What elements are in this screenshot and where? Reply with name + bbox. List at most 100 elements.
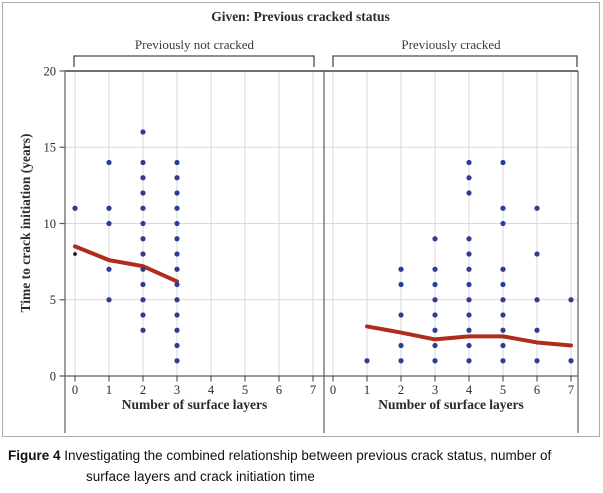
figure-caption: Figure 4 Investigating the combined rela… xyxy=(8,445,596,487)
data-point xyxy=(398,342,404,349)
data-point xyxy=(174,281,180,288)
y-tick-label: 20 xyxy=(44,64,57,78)
caption-figure-number: Figure 4 xyxy=(8,448,61,463)
data-point xyxy=(140,327,146,333)
data-point xyxy=(432,358,438,364)
data-point xyxy=(106,297,112,303)
data-point xyxy=(174,220,180,227)
data-point xyxy=(466,281,472,288)
data-point xyxy=(534,251,540,257)
data-point xyxy=(174,175,180,181)
data-point xyxy=(432,236,438,242)
y-tick-label: 15 xyxy=(44,141,57,155)
data-point xyxy=(174,342,180,349)
data-point xyxy=(432,312,438,318)
data-point xyxy=(466,190,472,196)
data-point xyxy=(500,358,506,364)
data-point xyxy=(398,312,404,318)
data-point xyxy=(398,266,404,272)
data-point xyxy=(500,342,506,349)
data-point xyxy=(432,281,438,288)
x-tick-label: 0 xyxy=(330,383,336,397)
x-tick-label: 6 xyxy=(276,383,282,397)
data-point xyxy=(140,220,146,227)
data-point xyxy=(500,312,506,318)
x-tick-label: 4 xyxy=(208,383,215,397)
data-point xyxy=(174,297,180,303)
x-tick-label: 7 xyxy=(310,383,316,397)
data-point xyxy=(534,297,540,303)
data-point xyxy=(140,266,146,272)
outlier-point xyxy=(73,252,77,256)
data-point xyxy=(72,205,78,211)
data-point xyxy=(466,297,472,303)
data-point xyxy=(106,159,112,166)
data-point xyxy=(534,205,540,211)
data-point xyxy=(174,266,180,272)
x-tick-label: 0 xyxy=(72,383,78,397)
data-point xyxy=(140,281,146,288)
data-point xyxy=(140,236,146,242)
data-point xyxy=(466,312,472,318)
data-point xyxy=(140,312,146,318)
data-point xyxy=(174,312,180,318)
data-point xyxy=(466,175,472,181)
data-point xyxy=(432,327,438,333)
data-point xyxy=(140,205,146,211)
x-tick-label: 3 xyxy=(174,383,180,397)
loess-line xyxy=(365,324,573,348)
y-tick-label: 0 xyxy=(50,369,56,383)
loess-line xyxy=(73,244,179,284)
strip-bracket-right xyxy=(332,55,578,67)
x-tick-label: 6 xyxy=(534,383,540,397)
x-tick-label: 3 xyxy=(432,383,438,397)
data-point xyxy=(106,266,112,272)
data-point xyxy=(174,159,180,166)
data-point xyxy=(466,236,472,242)
x-tick-label: 2 xyxy=(140,383,146,397)
data-point xyxy=(466,358,472,364)
data-point xyxy=(500,159,506,166)
data-point xyxy=(534,327,540,333)
data-point xyxy=(466,251,472,257)
y-tick-label: 10 xyxy=(44,217,57,231)
data-point xyxy=(106,205,112,211)
x-axis-title-left-panel: Number of surface layers xyxy=(121,397,268,412)
outer-border xyxy=(2,2,600,437)
x-tick-label: 5 xyxy=(500,383,506,397)
strip-bracket-left xyxy=(73,55,315,67)
y-axis-title: Time to crack initiation (years) xyxy=(18,133,33,313)
data-point xyxy=(364,358,370,364)
x-tick-label: 7 xyxy=(568,383,574,397)
data-point xyxy=(500,266,506,272)
y-tick-label: 5 xyxy=(50,293,56,307)
data-point xyxy=(398,281,404,288)
caption-text-1: Investigating the combined relationship … xyxy=(64,448,552,463)
data-point xyxy=(500,205,506,211)
data-point xyxy=(140,297,146,303)
data-point xyxy=(140,190,146,196)
data-point xyxy=(534,358,540,364)
data-point xyxy=(140,159,146,166)
data-point xyxy=(432,342,438,349)
chart-title: Given: Previous cracked status xyxy=(211,9,390,24)
data-point xyxy=(140,251,146,257)
data-point xyxy=(500,327,506,333)
data-point xyxy=(432,297,438,303)
x-tick-label: 1 xyxy=(364,383,370,397)
data-point xyxy=(568,297,574,303)
caption-line-2: surface layers and crack initiation time xyxy=(86,469,315,484)
data-point xyxy=(174,236,180,242)
data-point xyxy=(500,297,506,303)
data-point xyxy=(106,220,112,227)
data-point xyxy=(174,251,180,257)
x-tick-label: 4 xyxy=(466,383,473,397)
data-point xyxy=(140,129,146,135)
data-point xyxy=(174,327,180,333)
data-point xyxy=(432,266,438,272)
data-point xyxy=(466,159,472,166)
x-axis-title-right-panel: Number of surface layers xyxy=(378,397,524,412)
data-point xyxy=(500,281,506,288)
